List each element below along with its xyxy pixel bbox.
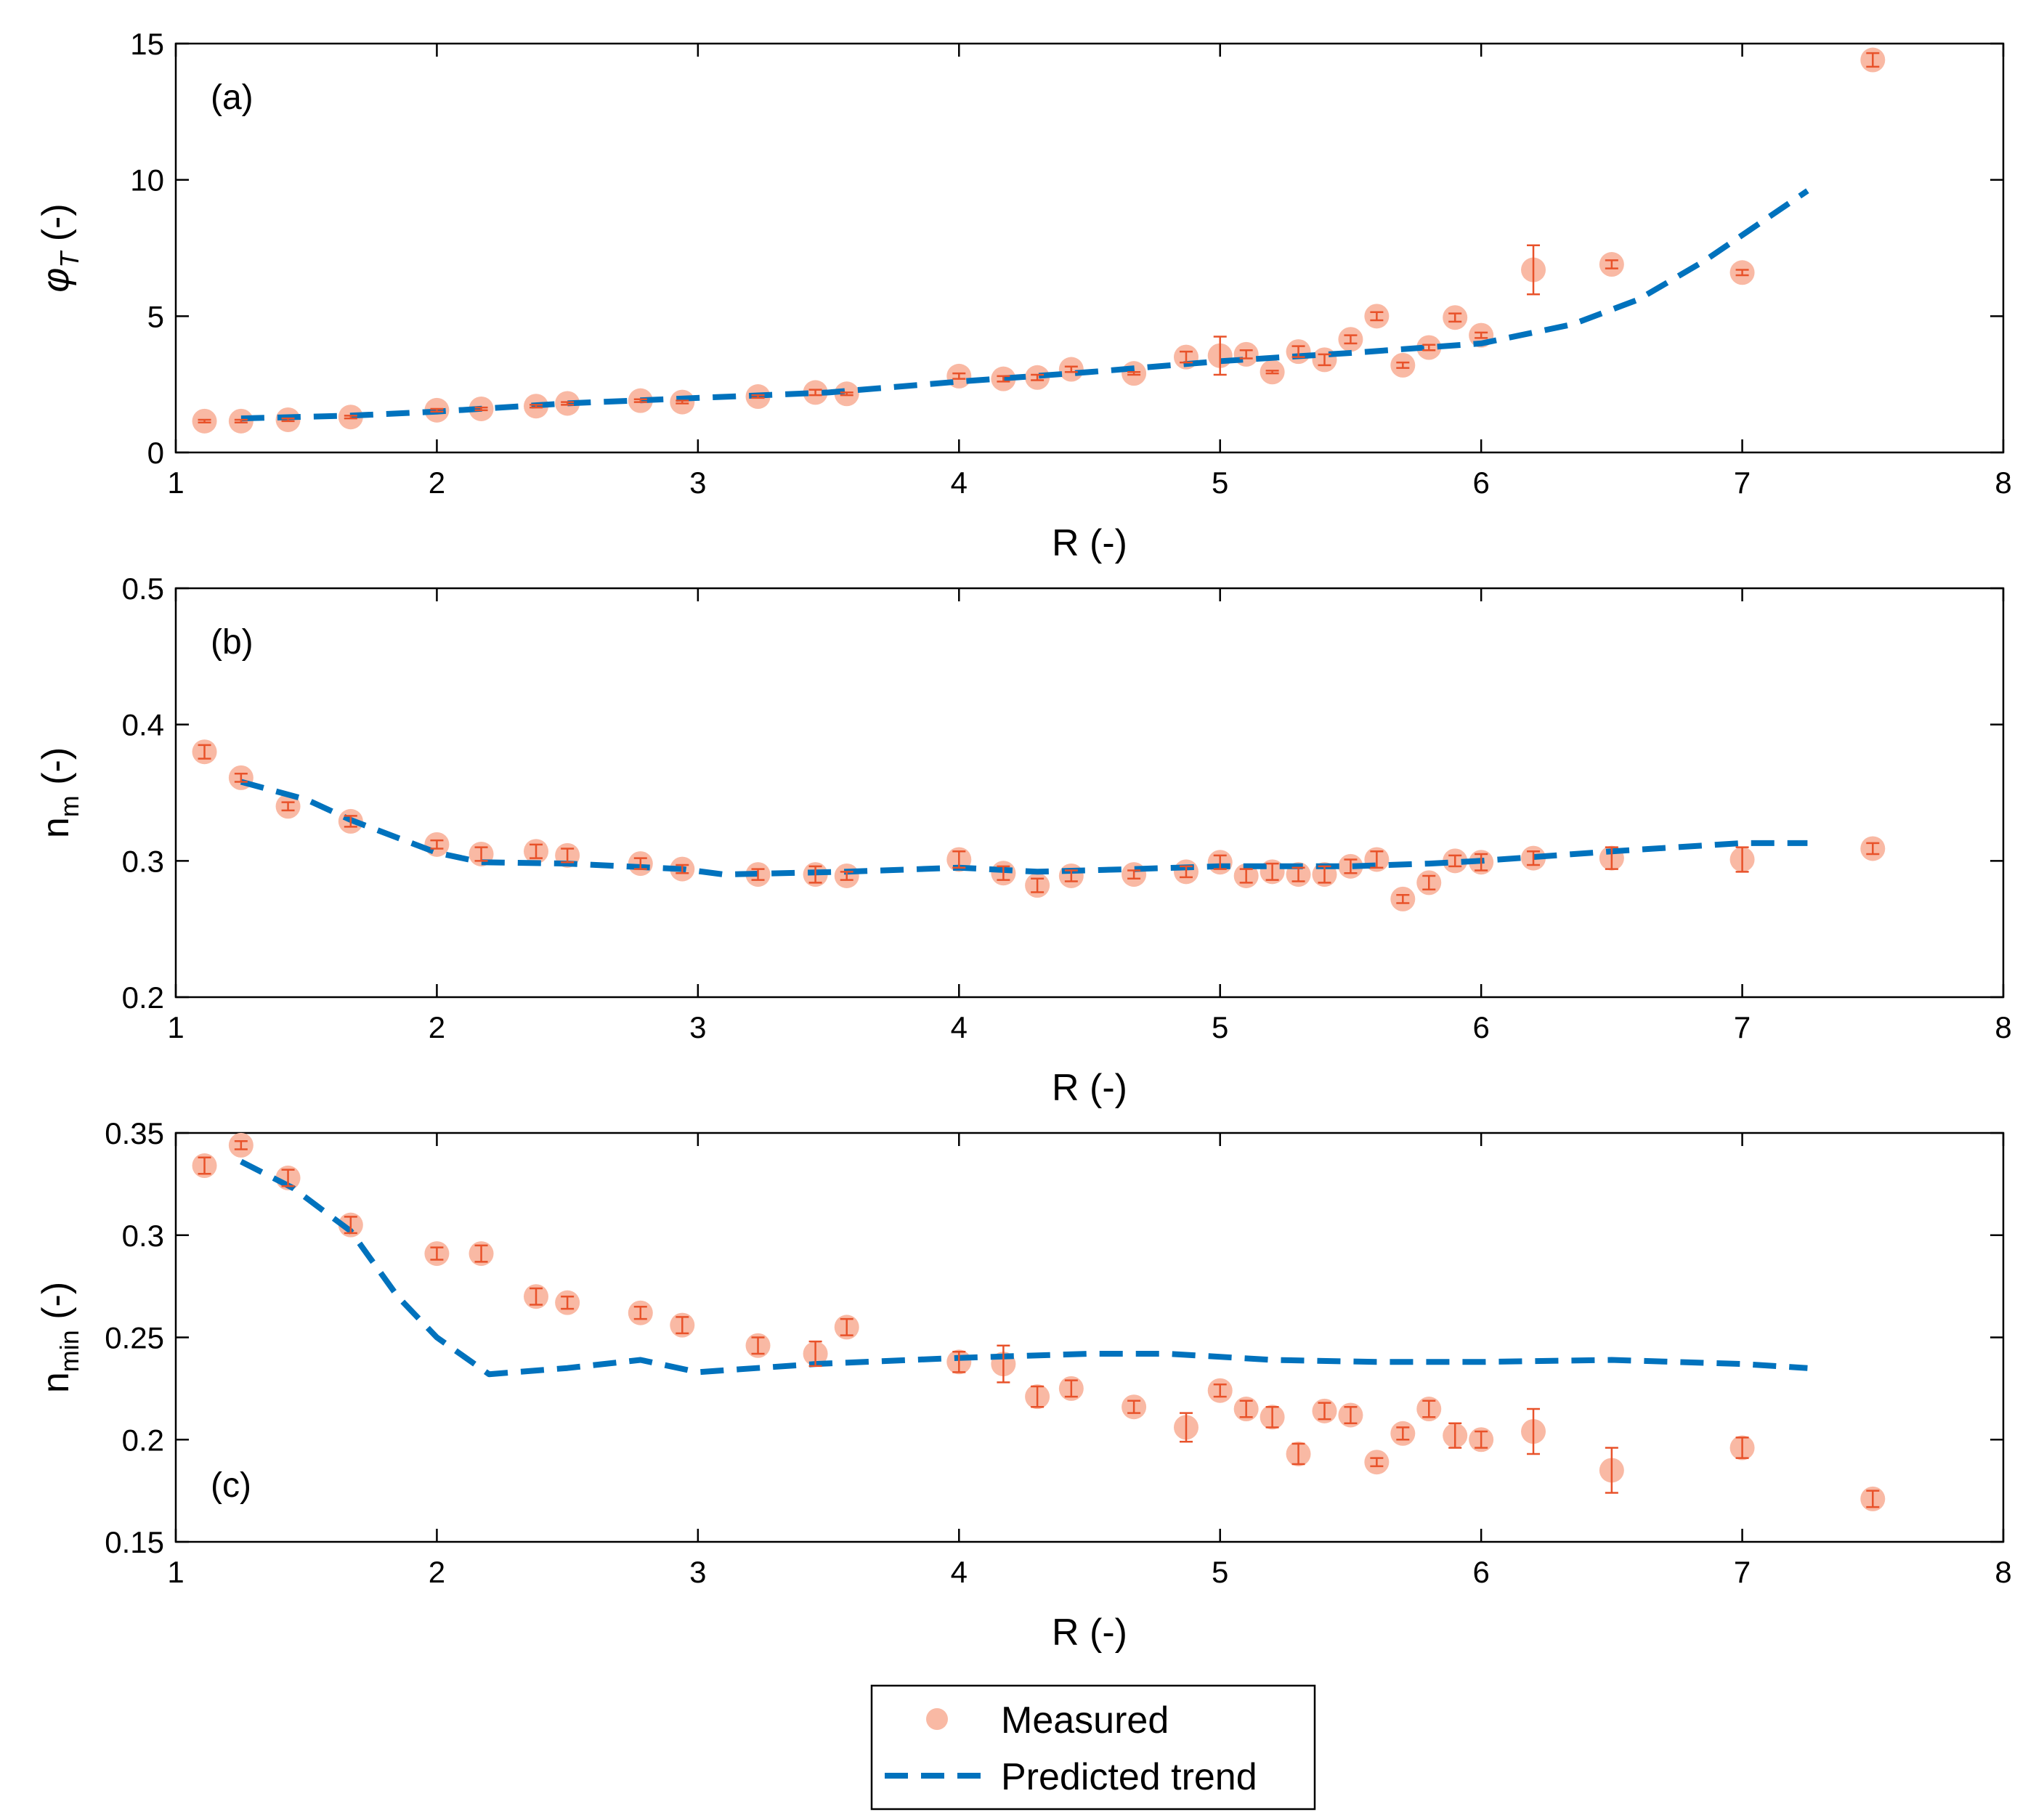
y-tick-label: 5: [147, 299, 164, 333]
y-axis-label-main: φ: [35, 268, 77, 293]
y-tick-label: 0: [147, 436, 164, 470]
y-tick-label: 0.25: [105, 1321, 164, 1355]
x-tick-label: 4: [951, 1555, 968, 1589]
panel-c: 1 2 3 4 5 6 7 80.150.20.250.30.35R (-)nmin (-)(…: [35, 1116, 2012, 1654]
legend-measured-label: Measured: [1001, 1699, 1169, 1742]
x-tick-label: 4: [951, 466, 968, 500]
x-tick-label: 3: [689, 1010, 706, 1044]
y-axis-label-subscript: T: [54, 250, 84, 268]
y-axis-label-subscript: m: [54, 795, 84, 817]
panel-label: (b): [211, 623, 254, 662]
panel-a: 1 2 3 4 5 6 7 8 0 5 10 15 R (-) φT (-) (a): [35, 27, 2012, 564]
y-axis-label: φT (-): [35, 203, 84, 292]
x-axis-label: R (-): [1052, 522, 1127, 564]
x-tick-label: 7: [1734, 1555, 1751, 1589]
x-tick-label: 5: [1212, 466, 1228, 500]
legend: Measured Predicted trend: [870, 1684, 1316, 1811]
x-tick-label: 8: [1995, 1010, 2011, 1044]
x-tick-label: 5: [1212, 1555, 1228, 1589]
y-axis-label: nm (-): [35, 747, 84, 838]
y-axis-label-unit: (-): [35, 203, 77, 251]
x-tick-label: 3: [689, 466, 706, 500]
y-axis-label-main: n: [35, 1372, 77, 1393]
y-axis-label-unit: (-): [35, 1282, 77, 1330]
x-tick-label: 5: [1212, 1010, 1228, 1044]
panel-label: (c): [211, 1466, 251, 1505]
x-tick-label: 8: [1995, 1555, 2011, 1589]
y-tick-label: 0.15: [105, 1525, 164, 1559]
y-axis-label: nmin (-): [35, 1282, 84, 1393]
legend-predicted-label: Predicted trend: [1001, 1756, 1257, 1798]
x-tick-label: 2: [429, 1555, 445, 1589]
y-tick-label: 0.2: [122, 1423, 164, 1457]
y-axis-label-subscript: min: [54, 1330, 84, 1372]
plot-frame: [174, 587, 2005, 999]
x-tick-label: 2: [429, 1010, 445, 1044]
x-axis-label: R (-): [1052, 1612, 1127, 1654]
y-tick-label: 0.3: [122, 844, 164, 878]
y-tick-label: 0.2: [122, 980, 164, 1015]
y-tick-label: 0.4: [122, 708, 164, 742]
y-tick-label: 0.5: [122, 572, 164, 606]
plot-frame: [174, 42, 2005, 454]
x-tick-label: 7: [1734, 466, 1751, 500]
x-tick-label: 6: [1472, 466, 1489, 500]
x-tick-label: 3: [689, 1555, 706, 1589]
legend-measured-marker: [926, 1708, 948, 1730]
plot-frame: [174, 1132, 2005, 1543]
y-tick-label: 15: [130, 27, 164, 61]
y-tick-label: 10: [130, 163, 164, 198]
y-axis-label-unit: (-): [35, 747, 77, 795]
x-tick-label: 4: [951, 1010, 968, 1044]
y-tick-label: 0.3: [122, 1219, 164, 1253]
x-tick-label: 1: [167, 1010, 184, 1044]
x-tick-label: 1: [167, 1555, 184, 1589]
x-tick-label: 8: [1995, 466, 2011, 500]
x-tick-label: 1: [167, 466, 184, 500]
y-tick-label: 0.35: [105, 1116, 164, 1150]
legend-box: [870, 1684, 1316, 1811]
y-axis-label-main: n: [35, 817, 77, 838]
panel-b: 1 2 3 4 5 6 7 8 0.2 0.3 0.4 0.5 R (-) nm (-) (b): [35, 572, 2012, 1109]
panel-label: (a): [211, 78, 254, 117]
x-tick-label: 6: [1472, 1555, 1489, 1589]
x-tick-label: 2: [429, 466, 445, 500]
x-tick-label: 7: [1734, 1010, 1751, 1044]
x-axis-label: R (-): [1052, 1067, 1127, 1109]
x-tick-label: 6: [1472, 1010, 1489, 1044]
